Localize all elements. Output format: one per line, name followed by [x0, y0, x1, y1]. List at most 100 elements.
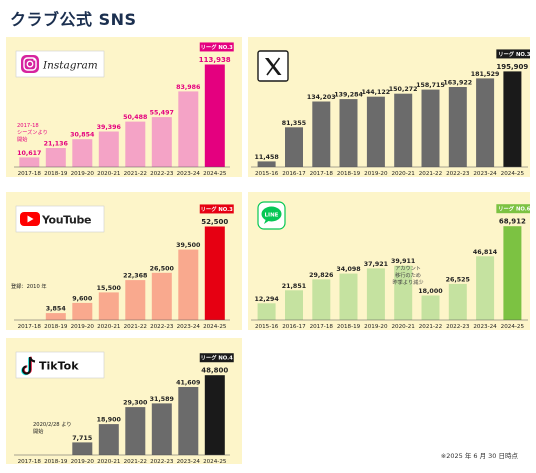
- tiktok-bars: 2017-18 2018-197,7152019-2018,9002020-212…: [18, 367, 229, 464]
- tiktok-icon-note: [21, 356, 36, 375]
- x-bar-2016-17: [285, 127, 303, 167]
- tiktok-tick-label: 2021-22: [124, 459, 147, 464]
- line-bar-2021-22: [421, 295, 440, 320]
- instagram-value-label: 55,497: [150, 110, 174, 117]
- instagram-badge: リーグ NO.3: [199, 42, 234, 52]
- tiktok-value-label: 18,900: [97, 417, 122, 424]
- line-value-label: 21,851: [282, 283, 306, 290]
- x-value-label: 11,458: [254, 154, 278, 161]
- youtube-icon-triangle: [27, 215, 34, 223]
- x-tick-label: 2020-21: [391, 171, 415, 177]
- tiktok-tick-label: 2023-24: [177, 459, 201, 464]
- line-value-label: 18,000: [418, 288, 443, 295]
- x-logo: [257, 50, 289, 82]
- tiktok-value-label: 41,609: [176, 380, 200, 387]
- line-value-label: 34,098: [336, 266, 360, 273]
- tiktok-badge-bg: [199, 353, 234, 363]
- x-value-label: 134,203: [307, 94, 336, 101]
- line-icon-bubble: [261, 206, 282, 222]
- instagram-value-label: 50,488: [123, 114, 147, 121]
- line-tick-label: 2015-16: [255, 324, 279, 330]
- tiktok-bar-chart: TikTok 2017-18 2018-19 7,715 2019-20 18,900 20…: [14, 351, 234, 464]
- tiktok-bar-2022-23: [151, 403, 172, 455]
- line-bar-2023-24: [476, 256, 495, 320]
- x-bar-2024-25: [503, 71, 522, 167]
- x-value-label: 158,715: [416, 82, 445, 89]
- x-bar-2017-18: [312, 101, 331, 167]
- instagram-tick-label: 2024-25: [203, 171, 227, 177]
- tiktok-bar-2021-22: [125, 407, 146, 455]
- tiktok-note-icon: [21, 356, 36, 376]
- youtube-bar-2024-25: [204, 226, 225, 320]
- x-tick-label: 2017-18: [310, 171, 334, 177]
- youtube-tick-label: 2024-25: [203, 324, 227, 330]
- youtube-value-label: 39,500: [176, 242, 201, 249]
- instagram-tick-label: 2019-20: [71, 171, 95, 177]
- x-badge-bg: [496, 49, 530, 59]
- youtube-value-label: 15,500: [97, 285, 122, 292]
- instagram-logo-text: Instagram: [42, 60, 98, 72]
- line-tick-label: 2020-21: [391, 324, 415, 330]
- x-bar-2020-21: [394, 93, 413, 167]
- x-tick-label: 2015-16: [255, 171, 279, 177]
- x-bars: 11,458 2015-16 81,355 2016-17 134,203 2017-18…: [254, 63, 528, 177]
- instagram-annotation-line: シーズンより: [17, 128, 48, 136]
- youtube-bar-2018-19: [45, 313, 66, 320]
- line-value-label: 68,912: [499, 218, 526, 226]
- youtube-tick-label: 2021-22: [124, 324, 147, 330]
- instagram-value-label: 83,986: [176, 84, 201, 91]
- instagram-bar-2020-21: [98, 131, 119, 167]
- line-annotation-line: アカウント: [395, 264, 421, 272]
- x-tick-label: 2024-25: [501, 171, 525, 177]
- x-tick-label: 2021-22: [419, 171, 442, 177]
- line-value-label: 39,911: [391, 258, 415, 265]
- x-badge-text: リーグ NO.3: [498, 50, 530, 58]
- youtube-logo-text: YouTube: [41, 214, 91, 227]
- instagram-bar-2018-19: [45, 148, 66, 167]
- x-tick-label: 2016-17: [282, 171, 306, 177]
- x-value-label: 139,284: [334, 92, 363, 99]
- tiktok-value-label: 29,300: [123, 400, 148, 407]
- tiktok-logo-text: TikTok: [39, 360, 79, 373]
- line-bar-2017-18: [312, 279, 331, 320]
- youtube-value-label: 52,500: [201, 218, 228, 226]
- instagram-tick-label: 2018-19: [44, 171, 68, 177]
- line-bar-2015-16: [257, 303, 276, 320]
- youtube-badge-bg: [199, 204, 234, 214]
- instagram-value-label: 10,617: [17, 150, 41, 157]
- youtube-annotation-line: 登録：2010 年: [11, 282, 47, 290]
- line-chart-panel: LINE 12,294 2015-16 21,851 2016-17 29,826 2017…: [248, 192, 530, 330]
- x-value-label: 181,529: [471, 71, 500, 78]
- instagram-icon: [21, 55, 39, 73]
- line-annotation-line: 昨季より減少: [392, 278, 423, 286]
- tiktok-badge: リーグ NO.4: [199, 353, 234, 363]
- line-icon-tail: [264, 219, 270, 224]
- youtube-value-label: 9,600: [72, 295, 93, 302]
- line-bar-2020-21: [394, 265, 413, 320]
- instagram-tick-label: 2017-18: [18, 171, 42, 177]
- line-bar-chart: LINE 12,294 2015-16 21,851 2016-17 29,826 2017…: [251, 201, 530, 330]
- x-bar-2015-16: [257, 161, 276, 167]
- page-title: クラブ公式 SNS: [10, 10, 137, 29]
- x-bar-2019-20: [366, 96, 385, 167]
- line-annotation-line: 移行のため: [395, 271, 421, 279]
- footnote: ※2025 年 6 月 30 日時点: [440, 452, 518, 460]
- instagram-tick-label: 2020-21: [97, 171, 121, 177]
- instagram-bar-2023-24: [178, 91, 199, 167]
- instagram-value-label: 39,396: [97, 124, 122, 131]
- line-tick-label: 2022-23: [446, 324, 470, 330]
- tiktok-logo: TikTok: [15, 351, 105, 379]
- line-tick-label: 2017-18: [310, 324, 334, 330]
- youtube-badge: リーグ NO.3: [199, 204, 234, 214]
- line-tick-label: 2019-20: [364, 324, 388, 330]
- x-value-label: 150,272: [389, 86, 418, 93]
- tiktok-bar-2019-20: [72, 442, 93, 455]
- youtube-logo: YouTube: [15, 205, 105, 233]
- youtube-logo-box: [15, 205, 105, 233]
- youtube-bar-2023-24: [178, 249, 199, 320]
- instagram-bar-chart: Instagram 10,617 2017-18 21,136 2018-19 30,85…: [14, 42, 234, 177]
- x-tick-label: 2022-23: [446, 171, 470, 177]
- instagram-tick-label: 2022-23: [150, 171, 174, 177]
